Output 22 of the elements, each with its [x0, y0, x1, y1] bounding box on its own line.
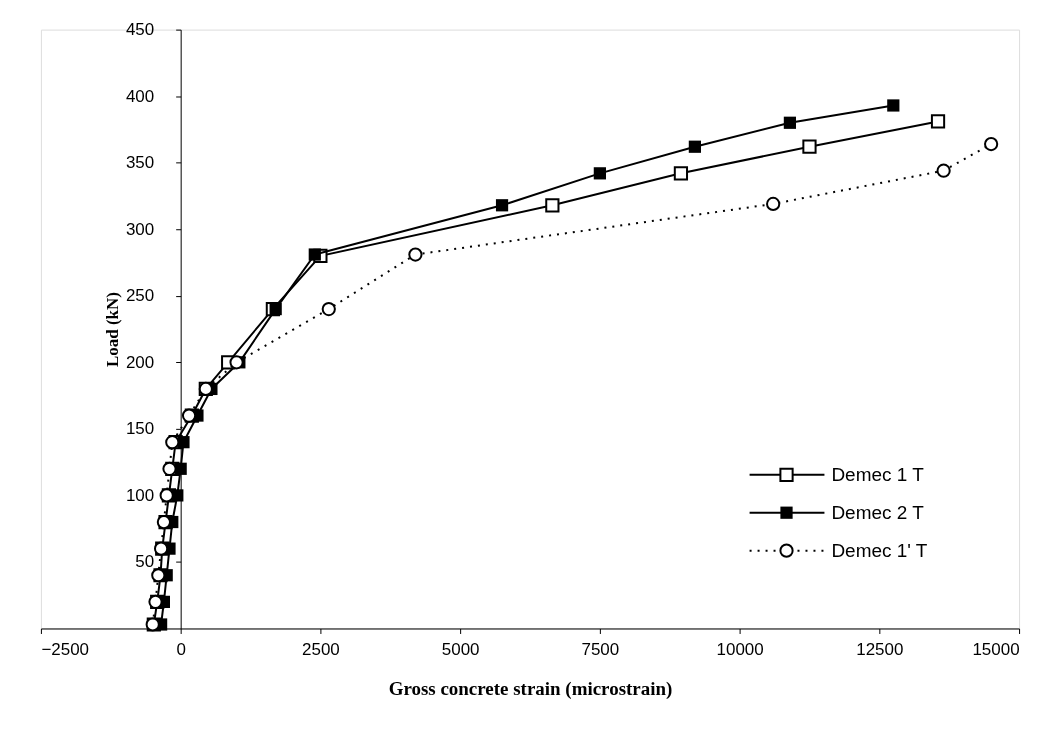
y-tick-label: 250: [125, 286, 155, 306]
legend-label: Demec 1' T: [831, 539, 928, 561]
x-tick-label: 2500: [302, 639, 340, 659]
y-tick-label: 450: [125, 20, 155, 40]
y-tick-label: 300: [125, 219, 155, 239]
x-tick-label: 15000: [972, 639, 1020, 659]
y-tick-label: 400: [125, 86, 155, 106]
y-axis-title: Load (kN): [102, 292, 122, 367]
legend-label: Demec 2 T: [831, 501, 925, 523]
y-tick-label: 150: [125, 419, 155, 439]
x-tick-label: 12500: [856, 639, 904, 659]
y-tick-label: 350: [125, 153, 155, 173]
y-tick-label: 50: [135, 552, 155, 572]
x-tick-label: 7500: [581, 639, 620, 659]
y-tick-label: 200: [125, 352, 155, 372]
x-tick-label: 5000: [441, 639, 480, 659]
x-tick-label: 0: [176, 639, 186, 659]
y-tick-label: 100: [125, 485, 155, 505]
x-tick-label: −2500: [41, 639, 90, 659]
legend-label: Demec 1 T: [831, 463, 925, 485]
x-tick-label: 10000: [716, 639, 764, 659]
x-axis-title: Gross concrete strain (microstrain): [388, 677, 673, 700]
